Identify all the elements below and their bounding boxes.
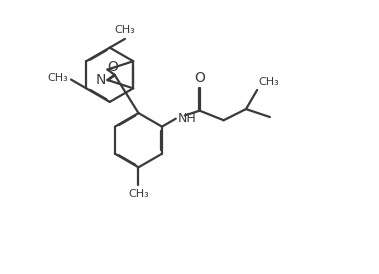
Text: CH₃: CH₃ [128,189,149,199]
Text: CH₃: CH₃ [48,73,69,83]
Text: O: O [194,70,205,84]
Text: CH₃: CH₃ [259,77,279,87]
Text: NH: NH [177,112,196,125]
Text: O: O [108,60,119,74]
Text: N: N [95,73,106,87]
Text: CH₃: CH₃ [114,25,135,35]
